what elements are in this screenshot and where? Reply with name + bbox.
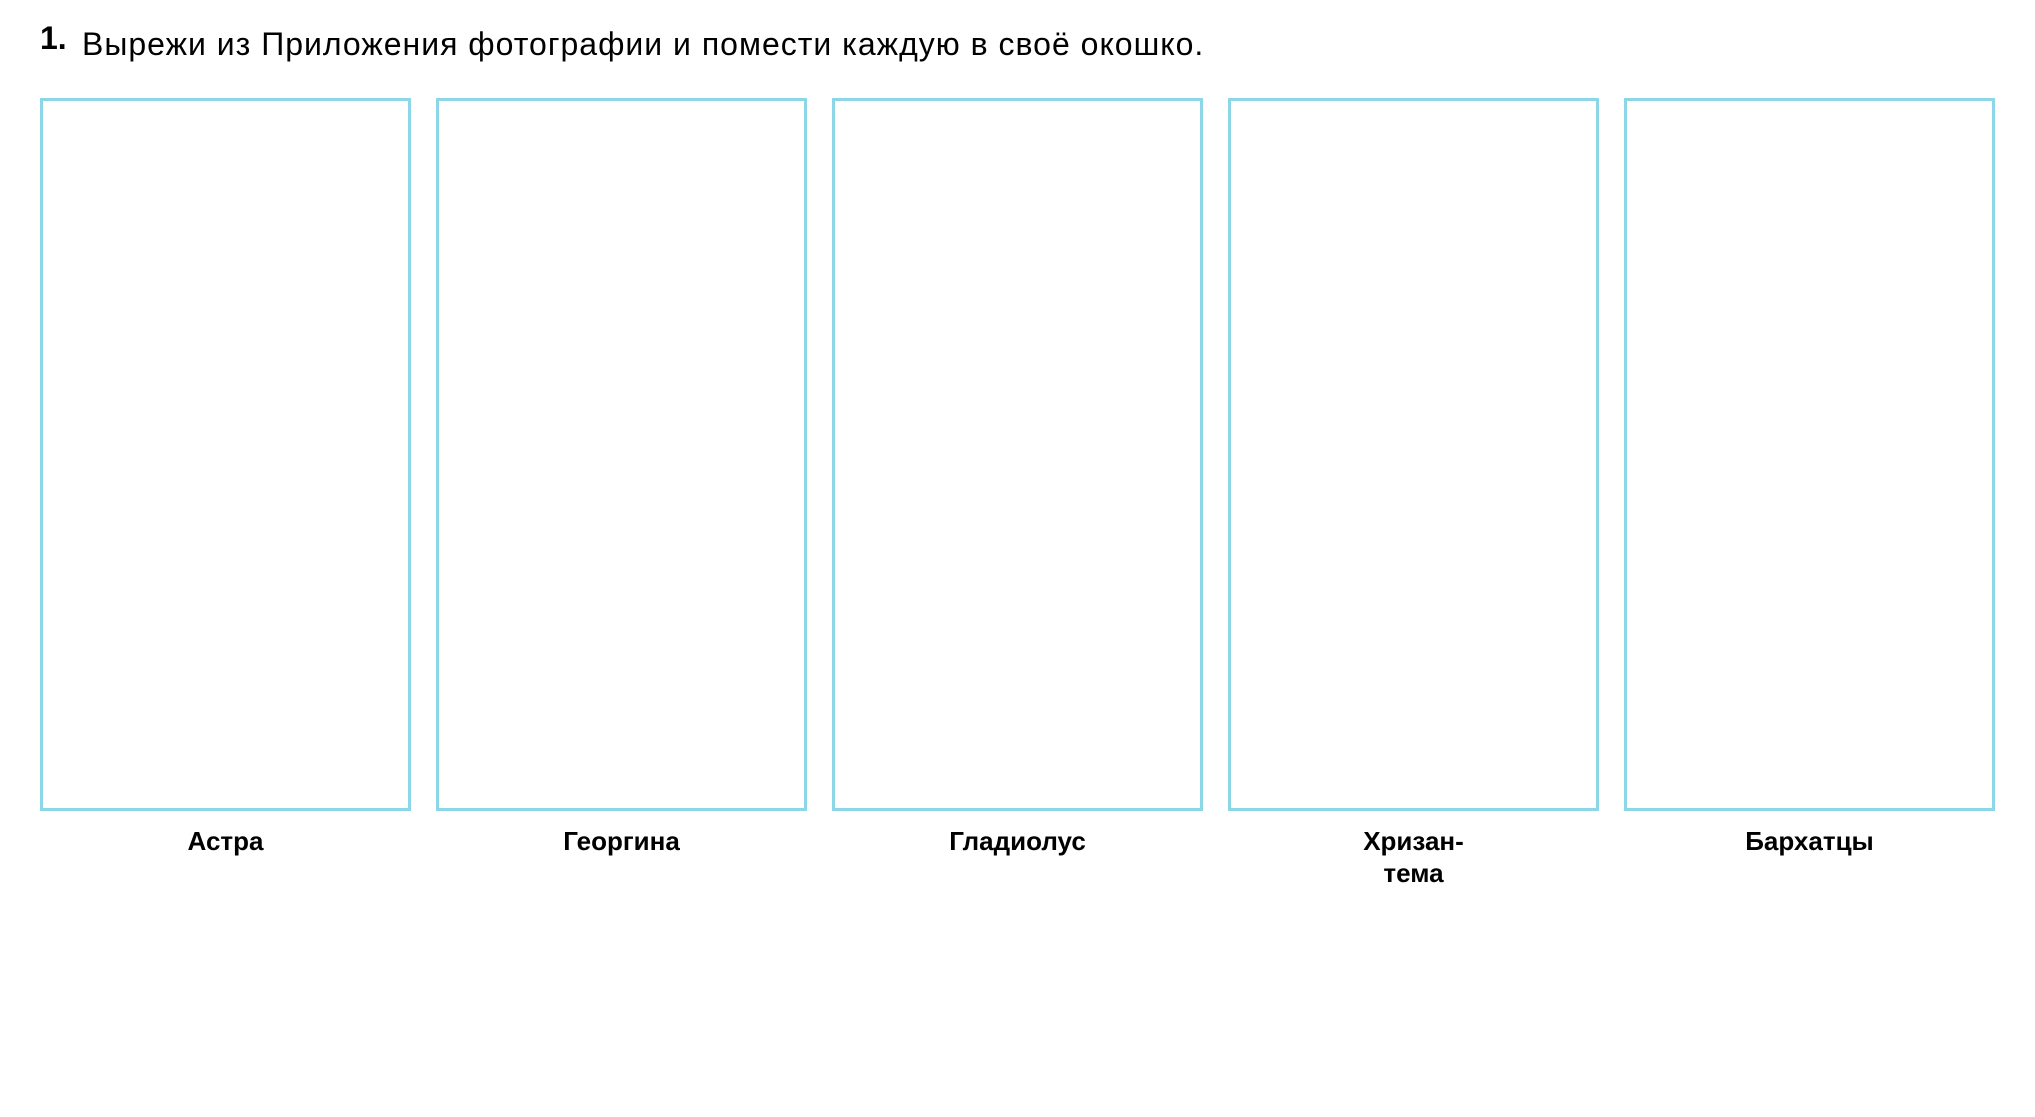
box-label: Георгина xyxy=(563,826,680,857)
box-label: Гладиолус xyxy=(949,826,1086,857)
task-instruction: Вырежи из Приложения фотографии и помест… xyxy=(82,20,1204,68)
photo-box xyxy=(1624,98,1995,811)
task-header: 1. Вырежи из Приложения фотографии и пом… xyxy=(40,20,1995,68)
box-label: Астра xyxy=(188,826,264,857)
box-item: Хризан-тема xyxy=(1228,98,1599,889)
box-item: Астра xyxy=(40,98,411,889)
task-number: 1. xyxy=(40,20,70,57)
box-item: Бархатцы xyxy=(1624,98,1995,889)
photo-box xyxy=(1228,98,1599,811)
box-label: Бархатцы xyxy=(1745,826,1874,857)
box-item: Гладиолус xyxy=(832,98,1203,889)
photo-box xyxy=(832,98,1203,811)
box-label: Хризан-тема xyxy=(1363,826,1464,888)
photo-box xyxy=(436,98,807,811)
photo-box xyxy=(40,98,411,811)
boxes-container: Астра Георгина Гладиолус Хризан-тема Бар… xyxy=(40,98,1995,889)
box-item: Георгина xyxy=(436,98,807,889)
